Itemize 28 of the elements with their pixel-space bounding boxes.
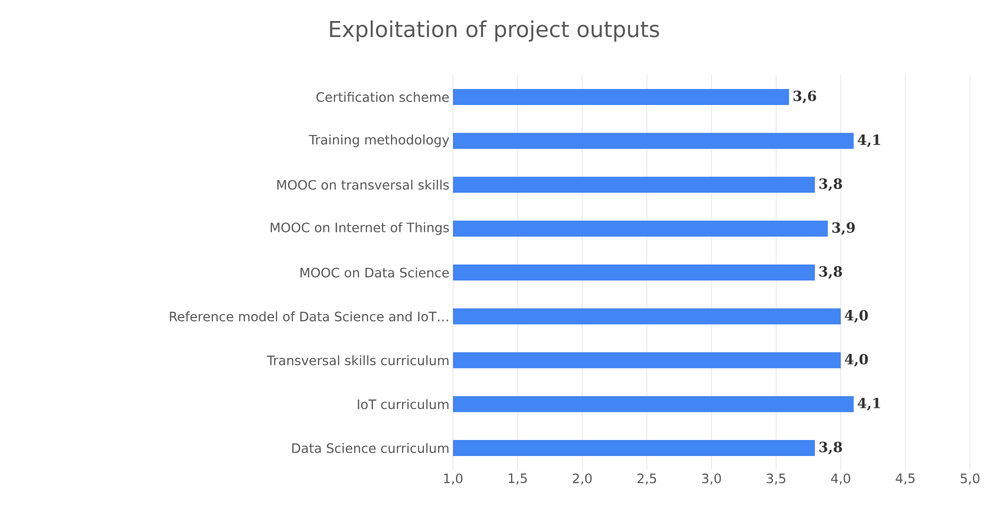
y-tick-label: MOOC on Internet of Things (270, 222, 449, 235)
data-label: 4,0 (844, 310, 868, 323)
data-label: 3,8 (819, 442, 842, 454)
data-label: 4,1 (858, 398, 880, 410)
y-tick-label: MOOC on transversal skills (277, 180, 449, 190)
x-tick-label: 4,5 (896, 474, 915, 484)
y-tick-label: MOOC on Data Science (300, 267, 449, 278)
x-tick-label: 1,0 (444, 474, 462, 485)
data-label: 3,8 (819, 266, 842, 279)
y-tick-label: IoT curriculum (358, 399, 448, 410)
x-tick-label: 3,5 (766, 474, 786, 485)
x-tick-label: 1,5 (508, 474, 527, 484)
x-tick-label: 5,0 (960, 474, 980, 485)
y-tick-label: Transversal skills curriculum (266, 355, 448, 366)
y-tick-label: Training methodology (308, 134, 450, 148)
data-label: 3,8 (819, 178, 842, 192)
x-tick-label: 4,0 (831, 474, 850, 485)
x-tick-label: 2,5 (638, 474, 656, 485)
data-label: 3,9 (832, 222, 855, 235)
data-label: 3,6 (794, 90, 816, 104)
x-tick-label: 2,0 (572, 474, 592, 485)
y-tick-label: Reference model of Data Science and IoT… (170, 311, 448, 322)
x-tick-label: 3,0 (702, 474, 721, 485)
data-label: 4,1 (858, 134, 880, 148)
chart-title: Exploitation of project outputs (330, 20, 660, 42)
y-tick-label: Data Science curriculum (292, 443, 448, 454)
data-label: 4,0 (844, 354, 868, 367)
y-tick-label: Certification scheme (316, 92, 449, 102)
